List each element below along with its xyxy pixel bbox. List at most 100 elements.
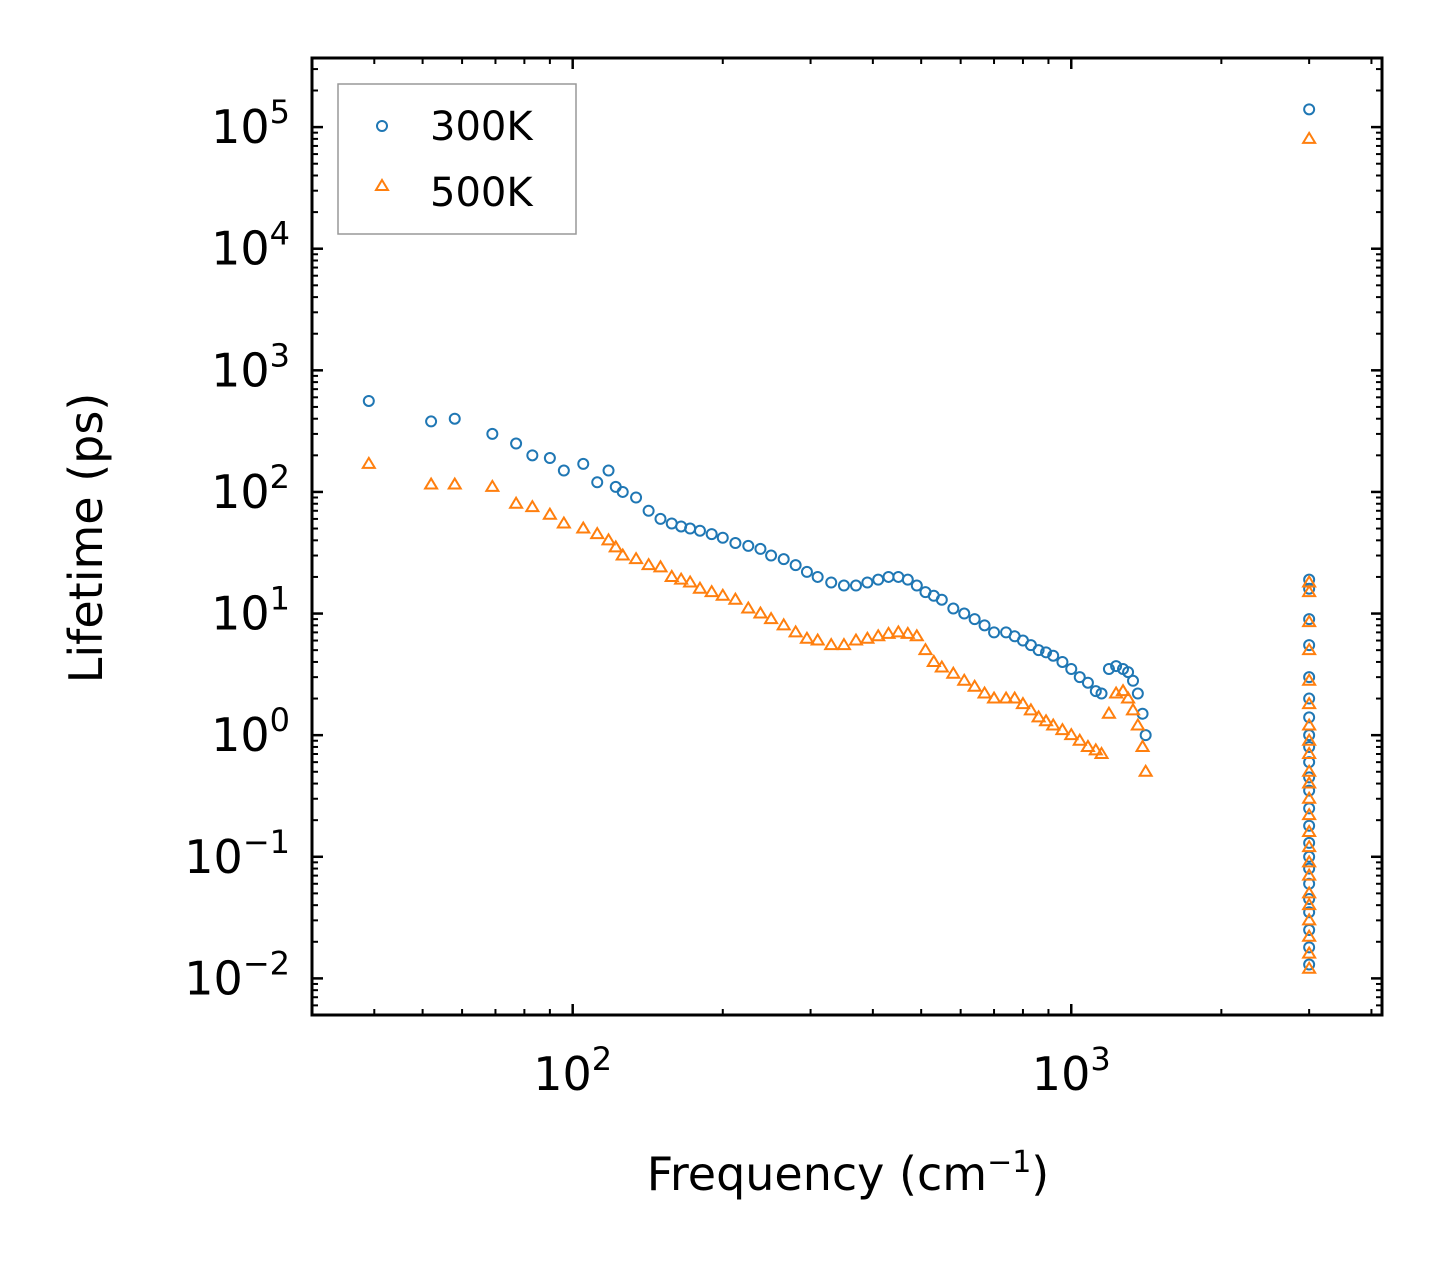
point-300k-88: [1303, 906, 1316, 919]
point-300k-44: [968, 613, 981, 626]
x-tick-labels: 102 103: [533, 1040, 1110, 1101]
point-300k-56: [1073, 671, 1086, 684]
point-500k-31: [836, 637, 852, 651]
point-500k-67: [1137, 763, 1154, 777]
point-500k-20: [703, 584, 720, 598]
point-500k-85: [1301, 867, 1317, 881]
point-500k-19: [692, 580, 708, 594]
point-500k-28: [799, 630, 815, 644]
point-300k-22: [729, 537, 742, 550]
point-300k-10: [602, 464, 615, 477]
point-300k-41: [935, 593, 948, 606]
scatter-points: [361, 103, 1317, 974]
point-500k-43: [956, 672, 973, 686]
point-300k-25: [765, 549, 778, 562]
point-500k-40: [926, 654, 942, 667]
point-300k-73: [1303, 671, 1316, 684]
point-300k-68: [1303, 103, 1316, 116]
point-500k-82: [1301, 824, 1317, 837]
point-500k-75: [1301, 717, 1317, 731]
point-500k-80: [1301, 790, 1317, 804]
point-300k-53: [1047, 649, 1060, 662]
point-500k-71: [1301, 614, 1317, 628]
legend-box: [337, 83, 577, 235]
point-300k-85: [1303, 862, 1316, 875]
point-500k-15: [652, 559, 669, 573]
point-500k-49: [1015, 696, 1031, 710]
point-300k-9: [591, 476, 604, 489]
point-500k-10: [600, 532, 617, 546]
y-tick-label: 10−1: [184, 823, 290, 884]
point-300k-45: [978, 619, 991, 632]
point-300k-71: [1303, 613, 1316, 626]
point-500k-25: [763, 611, 779, 625]
point-300k-37: [901, 573, 914, 586]
point-500k-62: [1115, 683, 1131, 697]
point-500k-55: [1063, 727, 1080, 741]
point-500k-83: [1301, 839, 1317, 853]
point-300k-14: [642, 504, 655, 517]
point-500k-68: [1301, 130, 1317, 144]
point-500k-90: [1301, 945, 1317, 959]
point-500k-58: [1088, 742, 1104, 756]
point-300k-2: [448, 412, 461, 425]
point-300k-1: [425, 415, 438, 428]
point-500k-44: [966, 678, 983, 692]
point-300k-31: [837, 579, 850, 592]
y-tick-labels: 105 104 103 102 101 100 10−1 10−2: [184, 93, 290, 1005]
point-300k-23: [742, 539, 755, 552]
point-500k-6: [542, 506, 558, 520]
point-500k-5: [524, 499, 541, 513]
point-500k-52: [1038, 713, 1054, 727]
point-500k-81: [1301, 807, 1317, 821]
point-300k-51: [1032, 644, 1045, 657]
point-300k-59: [1095, 687, 1108, 700]
point-500k-21: [715, 587, 731, 601]
point-300k-8: [577, 457, 590, 470]
point-300k-90: [1303, 941, 1316, 954]
point-500k-79: [1301, 775, 1317, 789]
point-300k-82: [1303, 819, 1316, 832]
point-500k-50: [1023, 702, 1039, 716]
point-500k-66: [1134, 739, 1151, 752]
point-500k-41: [934, 659, 950, 673]
point-500k-45: [976, 685, 993, 699]
point-300k-33: [861, 576, 874, 589]
point-500k-39: [917, 642, 934, 656]
point-300k-4: [510, 437, 523, 450]
point-300k-11: [609, 480, 622, 493]
point-500k-29: [809, 632, 826, 646]
point-300k-70: [1303, 582, 1316, 595]
point-500k-76: [1301, 732, 1317, 746]
point-500k-13: [628, 551, 644, 565]
x-tick-label: 103: [1032, 1040, 1111, 1101]
y-tick-label: 103: [211, 336, 290, 397]
point-300k-79: [1303, 771, 1316, 784]
point-500k-16: [663, 568, 680, 582]
point-500k-0: [361, 455, 377, 469]
point-500k-12: [614, 547, 631, 561]
point-300k-19: [693, 524, 706, 537]
point-500k-88: [1301, 912, 1317, 926]
point-300k-74: [1303, 692, 1316, 705]
y-tick-label: 104: [211, 215, 290, 276]
point-500k-86: [1301, 885, 1317, 899]
point-500k-73: [1301, 672, 1317, 686]
point-300k-20: [705, 528, 718, 541]
point-500k-24: [752, 605, 769, 619]
point-500k-77: [1301, 746, 1317, 760]
point-300k-46: [988, 626, 1001, 639]
point-300k-38: [910, 579, 923, 592]
point-500k-2: [446, 476, 463, 490]
point-500k-89: [1301, 928, 1317, 942]
point-300k-28: [800, 565, 813, 578]
major-ticks: [312, 58, 1382, 1015]
point-500k-34: [870, 628, 886, 642]
legend-marker-500k: [374, 178, 390, 191]
point-300k-5: [526, 449, 539, 462]
point-500k-36: [890, 624, 907, 638]
point-300k-7: [557, 464, 570, 477]
point-300k-58: [1089, 685, 1102, 698]
legend-marker-300k: [376, 120, 388, 132]
point-300k-72: [1303, 639, 1316, 652]
